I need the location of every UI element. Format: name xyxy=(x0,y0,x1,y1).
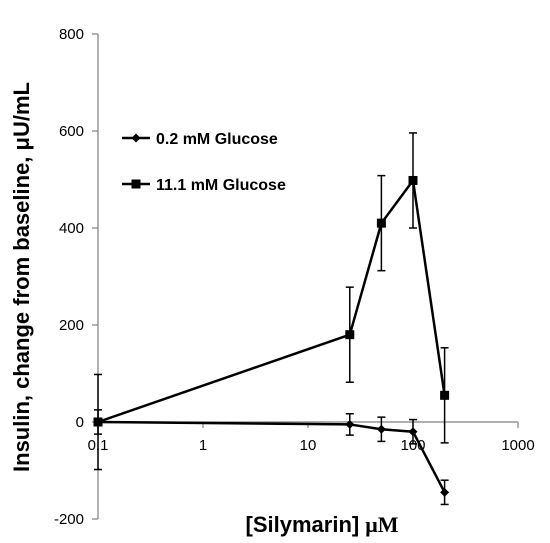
series-2 xyxy=(93,132,450,471)
legend-marker xyxy=(131,133,141,143)
y-tick-label: 400 xyxy=(59,220,84,237)
data-point xyxy=(345,419,355,429)
x-ticks: 0.1 1 10 100 1000 xyxy=(88,422,535,454)
data-point xyxy=(440,487,450,497)
y-tick-label: 0 xyxy=(76,414,84,431)
data-point xyxy=(440,390,450,400)
data-point xyxy=(408,427,418,437)
legend-label: 11.1 mM Glucose xyxy=(156,177,286,194)
y-tick-label: 200 xyxy=(59,317,84,334)
series-layer xyxy=(93,132,450,506)
x-axis-title-text: [Silymarin] xyxy=(246,512,360,537)
data-point xyxy=(93,417,103,427)
x-axis-title: [Silymarin] μM xyxy=(246,512,399,537)
y-tick-label: -200 xyxy=(54,511,84,528)
series-line xyxy=(97,420,446,493)
legend: 0.2 mM Glucose 11.1 mM Glucose xyxy=(122,131,286,194)
y-axis-title: Insulin, change from baseline, μU/mL xyxy=(9,82,34,472)
series-line xyxy=(97,179,446,424)
data-point xyxy=(345,330,355,340)
data-point xyxy=(376,424,386,434)
x-tick-label: 1 xyxy=(199,437,207,454)
y-ticks: -200 0 200 400 600 800 xyxy=(54,26,98,528)
legend-label: 0.2 mM Glucose xyxy=(156,131,278,148)
data-point xyxy=(376,218,386,228)
x-axis-title-unit: μM xyxy=(365,512,398,537)
legend-marker xyxy=(131,179,141,189)
data-point xyxy=(408,175,418,185)
y-tick-label: 800 xyxy=(59,26,84,43)
x-tick-label: 1000 xyxy=(501,437,534,454)
x-tick-label: 10 xyxy=(300,437,317,454)
series-1 xyxy=(93,409,450,506)
y-tick-label: 600 xyxy=(59,123,84,140)
